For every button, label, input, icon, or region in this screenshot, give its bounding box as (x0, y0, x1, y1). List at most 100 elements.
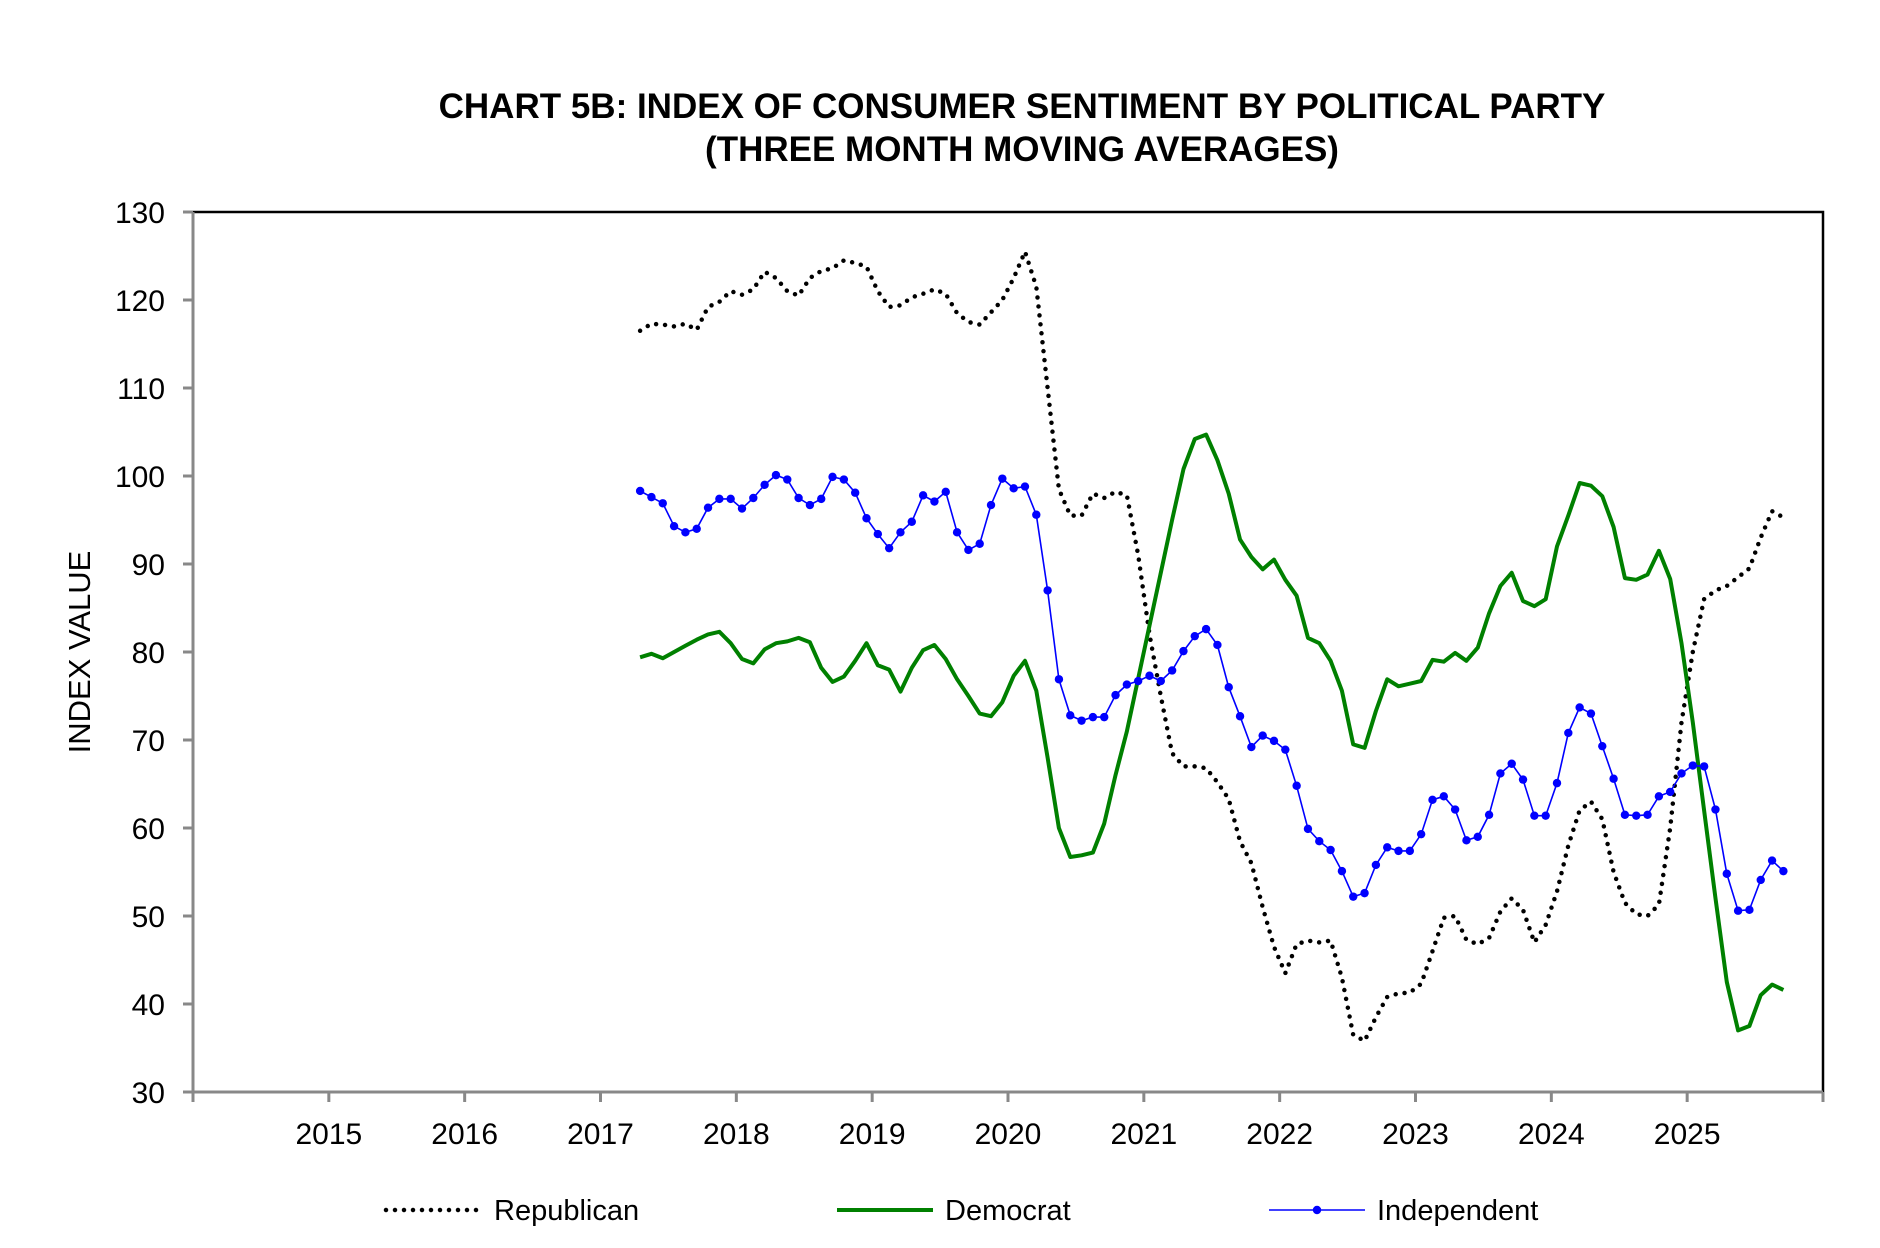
legend-label-independent: Independent (1377, 1195, 1538, 1227)
x-tick-label: 2022 (1246, 1118, 1313, 1151)
data-point-independent (1111, 690, 1120, 700)
data-point-independent (1224, 683, 1233, 692)
data-point-independent (1066, 711, 1075, 720)
data-point-independent (1167, 666, 1177, 675)
data-point-independent (986, 500, 996, 510)
data-point-independent (794, 493, 803, 503)
data-point-independent (1609, 774, 1618, 783)
data-point-independent (1530, 811, 1539, 820)
data-point-independent (1383, 843, 1392, 852)
series-line-independent (639, 474, 1784, 912)
data-point-independent (1733, 906, 1743, 915)
data-point-independent (828, 472, 837, 482)
data-point-independent (896, 528, 905, 537)
data-point-independent (998, 474, 1007, 483)
data-point-independent (1201, 624, 1211, 634)
data-point-independent (975, 539, 984, 548)
data-point-independent (1213, 640, 1222, 650)
data-point-independent (1722, 869, 1731, 878)
data-point-independent (749, 493, 758, 503)
data-point-independent (930, 497, 939, 506)
data-point-independent (1360, 888, 1369, 898)
y-tick-label: 110 (117, 373, 165, 406)
data-point-independent (1235, 712, 1245, 721)
data-point-independent (1473, 832, 1482, 841)
x-tick-label: 2024 (1518, 1118, 1585, 1151)
x-tick-label: 2016 (431, 1118, 498, 1151)
data-point-independent (1032, 510, 1041, 519)
data-point-independent (647, 492, 656, 502)
data-point-independent (1496, 769, 1505, 778)
data-point-independent (1043, 586, 1052, 595)
data-point-independent (771, 470, 781, 480)
data-point-independent (1416, 829, 1426, 839)
data-point-independent (1020, 482, 1030, 491)
data-point-independent (1643, 810, 1652, 819)
data-point-independent (1315, 837, 1324, 846)
data-point-independent (1518, 775, 1528, 784)
data-point-independent (817, 494, 826, 504)
data-point-independent (1507, 759, 1516, 768)
data-point-independent (907, 517, 916, 526)
data-point-independent (1009, 484, 1018, 493)
x-tick-label: 2025 (1654, 1118, 1721, 1151)
x-tick-label: 2021 (1110, 1118, 1177, 1151)
data-point-independent (1552, 778, 1562, 788)
data-point-independent (1450, 805, 1460, 814)
x-tick-label: 2017 (567, 1118, 634, 1151)
y-tick-label: 40 (132, 989, 165, 1022)
data-point-independent (1258, 731, 1267, 740)
data-point-independent (1620, 810, 1630, 819)
series-line-republican (637, 245, 1786, 1045)
data-point-independent (805, 500, 815, 510)
data-point-independent (1688, 761, 1698, 770)
data-point-independent (669, 521, 679, 531)
data-point-independent (1179, 646, 1188, 656)
data-point-independent (1428, 795, 1437, 805)
x-tick-label: 2020 (975, 1118, 1042, 1151)
data-point-independent (941, 487, 950, 497)
y-tick-label: 70 (132, 725, 165, 758)
x-tick-label: 2018 (703, 1118, 770, 1151)
data-point-independent (873, 529, 883, 539)
data-point-independent (635, 486, 645, 496)
y-tick-label: 90 (132, 549, 165, 582)
y-tick-label: 80 (132, 637, 165, 670)
data-point-independent (1586, 709, 1596, 718)
x-tick-label: 2023 (1382, 1118, 1449, 1151)
data-point-independent (1677, 769, 1686, 778)
chart-title: CHART 5B: INDEX OF CONSUMER SENTIMENT BY… (439, 87, 1606, 126)
y-tick-label: 130 (115, 197, 165, 230)
legend-marker-independent (1312, 1205, 1322, 1215)
legend-label-democrat: Democrat (945, 1195, 1071, 1227)
data-point-independent (658, 499, 667, 508)
data-point-independent (884, 543, 894, 553)
data-point-independent (1541, 811, 1550, 820)
data-point-independent (1281, 745, 1290, 754)
data-point-independent (1484, 810, 1494, 819)
data-point-independent (850, 488, 860, 497)
data-point-independent (1100, 712, 1109, 722)
y-tick-label: 50 (132, 901, 165, 934)
data-point-independent (703, 503, 713, 512)
legend-label-republican: Republican (494, 1195, 639, 1227)
data-point-independent (839, 475, 849, 484)
data-point-independent (681, 528, 690, 537)
data-point-independent (1349, 892, 1358, 901)
data-point-independent (1767, 856, 1777, 865)
data-point-independent (760, 480, 769, 489)
series-line-democrat (639, 432, 1785, 1033)
data-point-independent (952, 528, 962, 537)
data-point-independent (1598, 741, 1607, 751)
data-point-independent (1303, 824, 1313, 834)
data-point-independent (1326, 845, 1335, 855)
data-point-independent (1088, 712, 1098, 722)
data-point-independent (1145, 671, 1154, 680)
plot-frame (191, 210, 1825, 1094)
x-tick-label: 2015 (295, 1118, 362, 1151)
data-point-independent (1337, 866, 1347, 876)
data-point-independent (1077, 716, 1086, 725)
data-point-independent (1190, 631, 1199, 641)
data-point-independent (1779, 866, 1788, 876)
data-point-independent (1699, 762, 1709, 771)
